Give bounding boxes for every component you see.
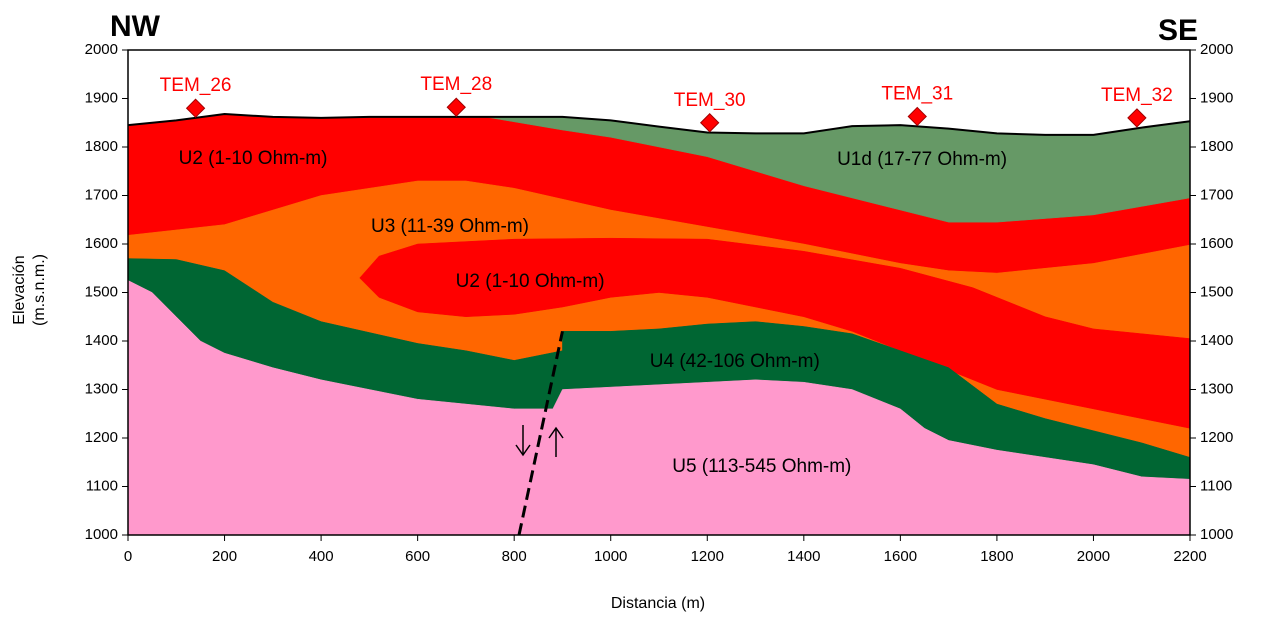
corner-left: NW — [110, 10, 161, 43]
y-tick-label: 2000 — [85, 41, 118, 58]
x-tick-label: 1400 — [787, 548, 820, 565]
x-tick-label: 600 — [405, 548, 430, 565]
station-marker — [907, 106, 927, 127]
x-tick-label: 1600 — [884, 548, 917, 565]
fault-line — [517, 330, 564, 536]
topography-line — [128, 113, 1190, 136]
station-marker — [1127, 108, 1147, 128]
station-label: TEM_31 — [881, 83, 953, 104]
y2-tick-label: 1300 — [1200, 380, 1233, 397]
y2-tick-label: 1400 — [1200, 332, 1233, 349]
y2-tick-label: 1500 — [1200, 283, 1233, 300]
y-tick-label: 1000 — [85, 526, 118, 543]
x-tick-label: 2200 — [1173, 548, 1206, 565]
layer-label: U5 (113-545 Ohm-m) — [672, 456, 851, 477]
layer — [128, 280, 1190, 535]
y2-tick-label: 1000 — [1200, 526, 1233, 543]
layer-label: U4 (42-106 Ohm-m) — [650, 351, 820, 372]
y-tick-label: 1200 — [85, 429, 118, 446]
y-tick-label: 1500 — [85, 283, 118, 300]
y2-tick-label: 1700 — [1200, 186, 1233, 203]
x-tick-label: 1800 — [980, 548, 1013, 565]
y-tick-label: 1300 — [85, 380, 118, 397]
corner-right: SE — [1158, 14, 1198, 47]
x-tick-label: 1200 — [691, 548, 724, 565]
x-tick-label: 800 — [502, 548, 527, 565]
fault-arrows — [515, 425, 564, 457]
station-marker — [699, 113, 720, 133]
station-label: TEM_28 — [420, 74, 492, 95]
layer — [359, 237, 1190, 429]
station-label: TEM_32 — [1101, 85, 1173, 106]
x-tick-label: 200 — [212, 548, 237, 565]
x-tick-label: 400 — [309, 548, 334, 565]
y-tick-label: 1100 — [86, 477, 118, 494]
y-tick-label: 1600 — [85, 235, 118, 252]
x-tick-label: 2000 — [1077, 548, 1110, 565]
x-axis-label: Distancia (m) — [611, 595, 705, 612]
y-tick-label: 1800 — [85, 138, 118, 155]
y2-tick-label: 1200 — [1200, 429, 1233, 446]
station-label: TEM_26 — [160, 75, 232, 96]
layers — [128, 113, 1190, 535]
station-marker — [446, 97, 466, 117]
layer-label: U3 (11-39 Ohm-m) — [371, 216, 529, 237]
y-tick-label: 1900 — [85, 89, 118, 106]
x-tick-label: 0 — [124, 548, 132, 565]
y-tick-label: 1400 — [85, 332, 118, 349]
y-axis-label: Elevación — [11, 255, 28, 324]
station-label: TEM_30 — [674, 90, 746, 111]
y-tick-label: 1700 — [85, 186, 118, 203]
y2-tick-label: 2000 — [1200, 41, 1233, 58]
layer-label: U2 (1-10 Ohm-m) — [456, 271, 605, 292]
x-tick-label: 1000 — [594, 548, 627, 565]
y2-tick-label: 1900 — [1200, 89, 1233, 106]
y-axis-label: (m.s.n.m.) — [31, 254, 48, 326]
layer-label: U1d (17-77 Ohm-m) — [837, 149, 1007, 170]
y2-tick-label: 1100 — [1200, 477, 1232, 494]
y2-tick-label: 1800 — [1200, 138, 1233, 155]
y2-tick-label: 1600 — [1200, 235, 1233, 252]
station-marker — [185, 98, 206, 118]
layer-label: U2 (1-10 Ohm-m) — [179, 148, 328, 169]
